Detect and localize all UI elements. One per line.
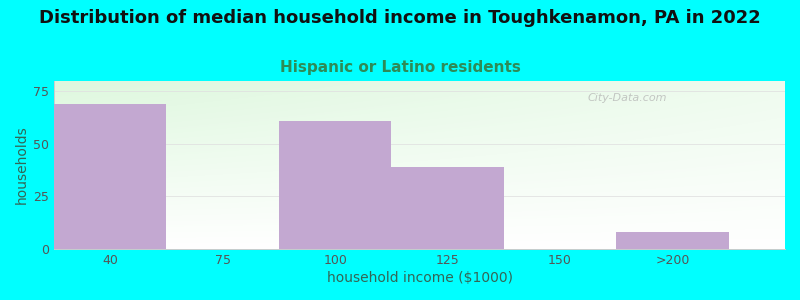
Bar <box>279 121 391 249</box>
X-axis label: household income ($1000): household income ($1000) <box>326 271 513 285</box>
Text: City-Data.com: City-Data.com <box>588 93 667 103</box>
Text: Distribution of median household income in Toughkenamon, PA in 2022: Distribution of median household income … <box>39 9 761 27</box>
Text: Hispanic or Latino residents: Hispanic or Latino residents <box>279 60 521 75</box>
Y-axis label: households: households <box>15 126 29 204</box>
Bar <box>616 232 729 249</box>
Bar <box>391 167 504 249</box>
Bar <box>54 104 166 249</box>
